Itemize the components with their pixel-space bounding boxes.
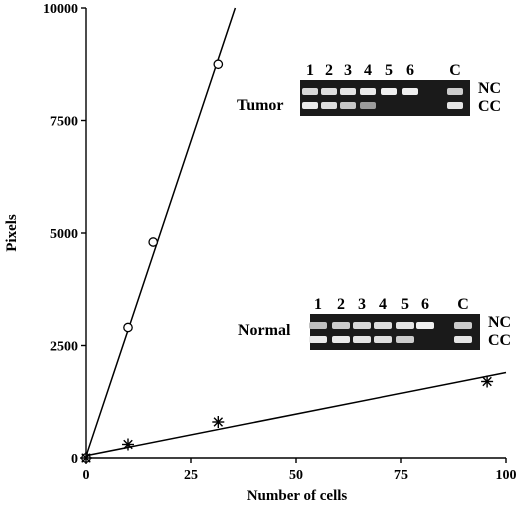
gel-band-nc	[416, 322, 434, 329]
data-point-asterisk	[122, 438, 134, 451]
gel-lane-number: 6	[421, 296, 429, 313]
gel-lane-number: 5	[401, 296, 409, 313]
gel-label: Tumor	[237, 97, 284, 114]
gel-label: Normal	[238, 322, 291, 339]
x-tick-label: 0	[83, 468, 90, 483]
gel-band-nc	[302, 88, 318, 95]
gel-band-cc	[321, 102, 337, 109]
gel-band-cc	[302, 102, 318, 109]
gel-band-cc	[332, 336, 350, 343]
y-tick-label: 5000	[50, 227, 78, 242]
gel-lane-number: 3	[358, 296, 366, 313]
gel-row-label-cc: CC	[488, 332, 511, 349]
y-axis-title: Pixels	[4, 214, 20, 252]
gel-background	[300, 80, 470, 116]
gel-lane-number: 4	[364, 62, 372, 79]
gel-row-label-nc: NC	[478, 80, 501, 97]
gel-band-nc	[454, 322, 472, 329]
gel-lane-number: 6	[406, 62, 414, 79]
gel-band-nc	[402, 88, 418, 95]
data-point-circle	[213, 59, 224, 70]
gel-lane-number: 1	[306, 62, 314, 79]
y-tick-label: 7500	[50, 115, 78, 130]
gel-band-cc	[353, 336, 371, 343]
fit-line-2	[85, 371, 507, 457]
gel-band-cc	[374, 336, 392, 343]
gel-band-cc	[309, 336, 327, 343]
gel-band-cc	[454, 336, 472, 343]
gel-lane-number: 2	[325, 62, 333, 79]
y-tick-label: 0	[71, 452, 78, 467]
gel-band-cc	[360, 102, 376, 109]
series-layer	[80, 7, 507, 464]
gel-band-nc	[340, 88, 356, 95]
gel-band-nc	[332, 322, 350, 329]
gel-band-nc	[321, 88, 337, 95]
gel-band-nc	[447, 88, 463, 95]
gel-band-nc	[309, 322, 327, 329]
x-tick-label: 50	[289, 468, 303, 483]
gel-lane-number: C	[457, 296, 469, 313]
data-point-circle	[148, 237, 159, 247]
gel-band-cc	[447, 102, 463, 109]
x-axis-title: Number of cells	[247, 488, 348, 504]
gel-band-nc	[396, 322, 414, 329]
gel-band-nc	[360, 88, 376, 95]
fit-line-1	[85, 7, 237, 457]
gel-band-nc	[381, 88, 397, 95]
gel-lane-number: 5	[385, 62, 393, 79]
x-tick-label: 75	[394, 468, 408, 483]
data-point-circle	[123, 322, 133, 333]
gel-lane-number: 3	[344, 62, 352, 79]
data-point-asterisk	[80, 452, 92, 464]
gel-band-cc	[396, 336, 414, 343]
x-tick-label: 25	[184, 468, 198, 483]
data-point-asterisk	[481, 375, 494, 388]
gel-lane-number: C	[449, 62, 461, 79]
y-tick-label: 10000	[43, 2, 78, 17]
x-tick-label: 100	[496, 468, 517, 483]
gel-row-label-cc: CC	[478, 98, 501, 115]
gel-lane-number: 1	[314, 296, 322, 313]
data-point-asterisk	[212, 416, 225, 428]
gel-band-nc	[374, 322, 392, 329]
gel-band-nc	[353, 322, 371, 329]
gel-band-cc	[340, 102, 356, 109]
y-tick-label: 2500	[50, 340, 78, 355]
gel-background	[310, 314, 480, 350]
gel-row-label-nc: NC	[488, 314, 511, 331]
gel-lane-number: 4	[379, 296, 387, 313]
gel-lane-number: 2	[337, 296, 345, 313]
